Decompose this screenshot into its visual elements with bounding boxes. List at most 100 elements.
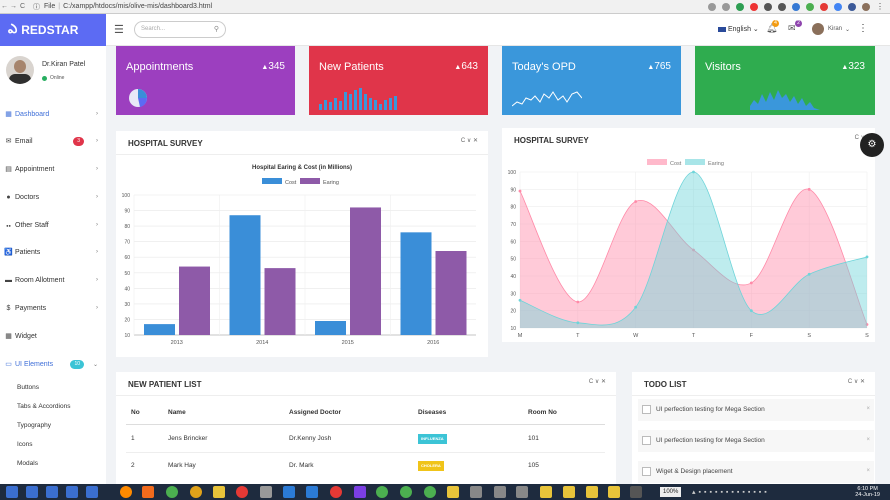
xampp-icon[interactable] [142,486,154,498]
start-button[interactable] [6,486,18,498]
taskbar-app-icon[interactable] [66,486,78,498]
delete-icon[interactable]: × [866,437,870,443]
extension-icon[interactable] [778,2,786,11]
status-text: Online [50,75,65,81]
sidebar-item-email[interactable]: ✉ Email 3 › [0,134,106,148]
todo-checkbox[interactable] [642,467,651,476]
language-selector[interactable]: English ⌄ [718,25,759,33]
todo-item[interactable]: Wiget & Design placement × [638,461,874,483]
todo-item[interactable]: UI perfection testing for Mega Section × [638,430,874,452]
todo-item[interactable]: UI perfection testing for Mega Section × [638,399,874,421]
clock[interactable]: 6:10 PM 24-Jun-19 [855,486,880,498]
camera-icon[interactable] [708,2,716,11]
panel-tools[interactable]: C ∨ [854,135,865,141]
notification-bell[interactable]: 🔔︎ 4 [766,20,779,34]
sidebar-item-patients[interactable]: ♿ Patients › [0,245,106,259]
vscode-icon[interactable] [283,486,295,498]
sidebar-item-room-allotment[interactable]: ▬ Room Allotment › [0,273,106,287]
vscode-icon[interactable] [306,486,318,498]
submenu-typography[interactable]: Typography [17,422,51,429]
bar [435,251,467,335]
submenu-tabs-accordions[interactable]: Tabs & Accordions [17,403,71,410]
brand-logo[interactable]: ఎ REDSTAR [0,14,106,46]
taskbar-app-icon[interactable] [46,486,58,498]
search-input[interactable]: Search... ⚲ [134,21,226,38]
messages-button[interactable]: ✉ 2 [788,20,802,34]
sidebar-item-dashboard[interactable]: ▦ Dashboard › [0,107,106,121]
sidebar-item-label: Patients [15,248,41,256]
app-icon[interactable] [494,486,506,498]
extension-icon[interactable] [792,2,800,11]
stat-card-visitors[interactable]: Visitors ▲323 [695,46,875,115]
more-options-icon[interactable]: ⋮ [858,23,868,34]
app-icon[interactable] [260,486,272,498]
chrome-icon[interactable] [400,486,412,498]
info-icon[interactable]: ⓘ [33,3,40,11]
zoom-indicator[interactable]: 100% [660,487,682,497]
logo-icon: ఎ [8,20,18,36]
app-icon[interactable] [236,486,248,498]
app-icon[interactable] [516,486,528,498]
translate-icon[interactable] [834,2,842,11]
back-icon[interactable]: ← [1,3,8,10]
submenu-buttons[interactable]: Buttons [17,384,40,391]
sidebar-item-payments[interactable]: $ Payments › [0,301,106,315]
submenu-modals[interactable]: Modals [17,460,38,467]
folder-icon[interactable] [540,486,552,498]
pdf-icon[interactable] [820,2,828,11]
delete-icon[interactable]: × [866,468,870,474]
grammarly-icon[interactable] [736,2,744,11]
stat-card-new-patients[interactable]: New Patients ▲643 [309,46,488,115]
stat-card-todays-opd[interactable]: Today's OPD ▲765 [502,46,681,115]
browser-menu-icon[interactable]: ⋮ [876,2,884,11]
folder-icon[interactable] [447,486,459,498]
delete-icon[interactable]: × [866,406,870,412]
chrome-icon[interactable] [190,486,202,498]
extension-icon[interactable] [806,2,814,11]
menu-toggle-icon[interactable]: ☰ [114,24,124,36]
taskbar-app-icon[interactable] [86,486,98,498]
app-icon[interactable] [354,486,366,498]
todo-checkbox[interactable] [642,405,651,414]
settings-gear-icon[interactable]: ⚙ [860,133,884,157]
app-icon[interactable] [470,486,482,498]
todo-checkbox[interactable] [642,436,651,445]
sidebar-item-other-staff[interactable]: ●● Other Staff › [0,218,106,232]
panel-tools[interactable]: C ∨ ✕ [460,138,478,144]
panel-tools[interactable]: C ∨ ✕ [588,379,606,385]
app-icon[interactable] [630,486,642,498]
sidebar-item-appointment[interactable]: ▤ Appointment › [0,162,106,176]
url-field[interactable]: C:/xampp/htdocs/mis/olive-mis/dashboard3… [63,3,213,10]
chrome-icon[interactable] [376,486,388,498]
chrome-icon[interactable] [166,486,178,498]
extension-icon[interactable] [722,2,730,11]
facebook-icon[interactable] [848,2,856,11]
search-icon[interactable]: ⚲ [213,26,219,33]
folder-icon[interactable] [213,486,225,498]
table-row[interactable]: 1 Jens Brincker Dr.Kenny Josh INFLUENZA … [116,425,616,452]
panel-tools[interactable]: C ∨ ✕ [847,379,865,385]
account-avatar[interactable] [862,2,870,11]
folder-icon[interactable] [586,486,598,498]
profile-avatar [6,56,34,84]
stat-card-appointments[interactable]: Appointments ▲345 [116,46,295,115]
submenu-icons[interactable]: Icons [17,441,33,448]
sidebar-item-ui-elements[interactable]: ▭ UI Elements 10 ⌄ [0,357,106,371]
user-menu[interactable]: Kiran ⌄ [812,23,850,35]
opera-icon[interactable] [330,486,342,498]
adblock-icon[interactable] [750,2,758,11]
sidebar-item-widget[interactable]: ▦ Widget [0,329,106,343]
taskbar-app-icon[interactable] [26,486,38,498]
sidebar-item-label: Widget [15,332,37,340]
firefox-icon[interactable] [120,486,132,498]
system-tray-icons[interactable]: ▴▪▪▪▪▪▪▪▪▪▪▪▪▪ [692,489,770,496]
folder-icon[interactable] [563,486,575,498]
reload-icon[interactable]: C [19,3,26,10]
forward-icon[interactable]: → [10,3,17,10]
extension-icon[interactable] [764,2,772,11]
table-row[interactable]: 2 Mark Hay Dr. Mark CHOLERA 105 [116,453,616,480]
chevron-right-icon: › [96,194,98,200]
folder-icon[interactable] [608,486,620,498]
chrome-icon[interactable] [424,486,436,498]
sidebar-item-doctors[interactable]: ● Doctors › [0,190,106,204]
